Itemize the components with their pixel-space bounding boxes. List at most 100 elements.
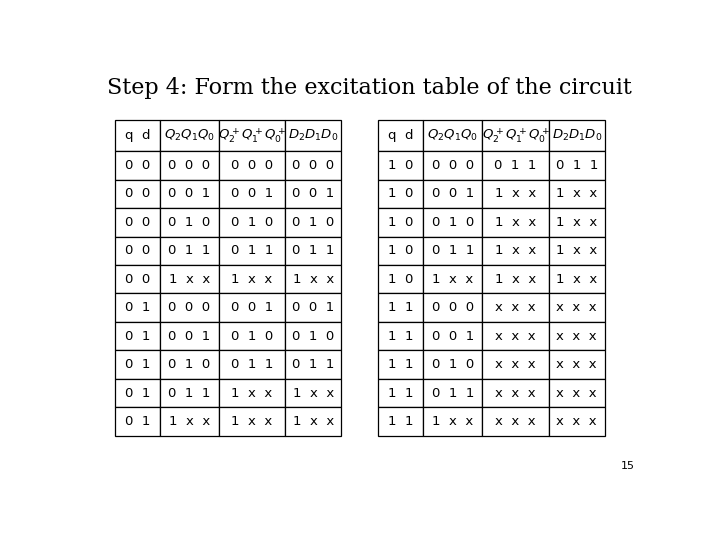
Bar	[549, 120, 605, 151]
Text: 0  1  0: 0 1 0	[231, 216, 273, 229]
Text: 0  1  1: 0 1 1	[168, 387, 210, 400]
Text: x  x  x: x x x	[557, 301, 597, 314]
Bar	[482, 179, 549, 208]
Text: 0  0  0: 0 0 0	[431, 301, 474, 314]
Bar	[114, 120, 160, 151]
Bar	[378, 350, 423, 379]
Text: 1  x  x: 1 x x	[231, 415, 273, 428]
Bar	[114, 265, 160, 294]
Text: 1  x  x: 1 x x	[495, 216, 536, 229]
Bar	[114, 408, 160, 436]
Bar	[160, 379, 219, 408]
Bar	[378, 179, 423, 208]
Text: 1  x  x: 1 x x	[168, 273, 210, 286]
Bar	[219, 179, 285, 208]
Text: 0  1: 0 1	[125, 358, 150, 371]
Text: 1  x  x: 1 x x	[556, 216, 598, 229]
Bar	[160, 237, 219, 265]
Bar	[482, 208, 549, 237]
Bar	[423, 151, 482, 179]
Text: 0  0  1: 0 0 1	[292, 187, 334, 200]
Text: 0  1  0: 0 1 0	[168, 358, 210, 371]
Bar	[378, 120, 423, 151]
Bar	[285, 179, 341, 208]
Text: 1  1: 1 1	[388, 415, 413, 428]
Bar	[378, 237, 423, 265]
Bar	[549, 322, 605, 350]
Bar	[285, 151, 341, 179]
Bar	[114, 151, 160, 179]
Text: $Q_2Q_1Q_0$: $Q_2Q_1Q_0$	[163, 128, 215, 143]
Text: 0  1  0: 0 1 0	[168, 216, 210, 229]
Text: 1  x  x: 1 x x	[168, 415, 210, 428]
Bar	[219, 237, 285, 265]
Bar	[285, 408, 341, 436]
Text: 0  0: 0 0	[125, 159, 150, 172]
Text: 0  1  0: 0 1 0	[292, 330, 334, 343]
Text: 0  1  1: 0 1 1	[231, 244, 273, 257]
Text: 0  0  0: 0 0 0	[431, 159, 474, 172]
Bar	[219, 322, 285, 350]
Text: 0  0  0: 0 0 0	[168, 159, 210, 172]
Text: 0  1  0: 0 1 0	[231, 330, 273, 343]
Bar	[482, 350, 549, 379]
Text: $Q_2Q_1Q_0$: $Q_2Q_1Q_0$	[427, 128, 478, 143]
Text: q  d: q d	[125, 129, 150, 142]
Bar	[423, 208, 482, 237]
Bar	[549, 265, 605, 294]
Text: x  x  x: x x x	[495, 301, 536, 314]
Bar	[423, 179, 482, 208]
Bar	[549, 294, 605, 322]
Bar	[549, 408, 605, 436]
Text: 0  1  1: 0 1 1	[168, 244, 210, 257]
Bar	[160, 265, 219, 294]
Text: 0  0: 0 0	[125, 244, 150, 257]
Text: 0  1: 0 1	[125, 330, 150, 343]
Text: 0  1  1: 0 1 1	[495, 159, 536, 172]
Bar	[423, 237, 482, 265]
Text: 1  1: 1 1	[388, 330, 413, 343]
Bar	[160, 322, 219, 350]
Text: 0  1: 0 1	[125, 387, 150, 400]
Bar	[423, 322, 482, 350]
Text: 1  x  x: 1 x x	[495, 244, 536, 257]
Text: 1  x  x: 1 x x	[292, 387, 334, 400]
Text: 1  x  x: 1 x x	[556, 273, 598, 286]
Text: 0  1  0: 0 1 0	[431, 358, 474, 371]
Bar	[219, 350, 285, 379]
Text: 0  0  1: 0 0 1	[168, 330, 210, 343]
Bar	[378, 294, 423, 322]
Bar	[285, 294, 341, 322]
Bar	[482, 408, 549, 436]
Bar	[423, 265, 482, 294]
Text: 0  1: 0 1	[125, 301, 150, 314]
Bar	[160, 151, 219, 179]
Bar	[549, 237, 605, 265]
Bar	[378, 379, 423, 408]
Bar	[219, 151, 285, 179]
Text: 0  0  1: 0 0 1	[431, 330, 474, 343]
Bar	[219, 120, 285, 151]
Text: x  x  x: x x x	[495, 358, 536, 371]
Bar	[378, 265, 423, 294]
Text: 0  0  0: 0 0 0	[231, 159, 273, 172]
Text: 0  1  0: 0 1 0	[431, 216, 474, 229]
Bar	[114, 237, 160, 265]
Bar	[423, 379, 482, 408]
Text: 1  x  x: 1 x x	[432, 415, 473, 428]
Bar	[378, 408, 423, 436]
Text: 15: 15	[621, 461, 635, 471]
Bar	[378, 151, 423, 179]
Text: 0  0  1: 0 0 1	[231, 301, 273, 314]
Text: $Q_2^+Q_1^+Q_0^+$: $Q_2^+Q_1^+Q_0^+$	[218, 126, 286, 145]
Text: 0  1  1: 0 1 1	[292, 244, 334, 257]
Bar	[549, 379, 605, 408]
Text: $Q_2^+Q_1^+Q_0^+$: $Q_2^+Q_1^+Q_0^+$	[482, 126, 549, 145]
Text: 1  0: 1 0	[388, 216, 413, 229]
Text: 0  1  0: 0 1 0	[292, 216, 334, 229]
Text: 1  1: 1 1	[388, 387, 413, 400]
Bar	[114, 322, 160, 350]
Text: x  x  x: x x x	[495, 387, 536, 400]
Text: 1  x  x: 1 x x	[432, 273, 473, 286]
Text: 0  0  0: 0 0 0	[168, 301, 210, 314]
